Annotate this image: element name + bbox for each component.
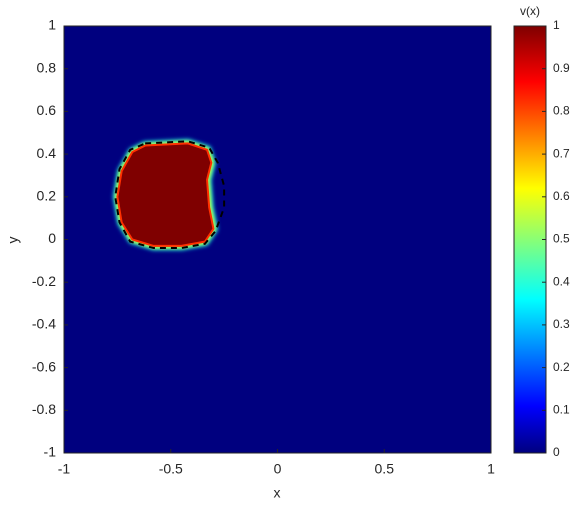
colorbar-tick-label: 0.1 xyxy=(553,402,570,416)
y-tick-label: -0.6 xyxy=(32,358,56,374)
y-tick-label: 0 xyxy=(48,230,56,246)
y-axis-label: y xyxy=(5,237,21,244)
x-tick-label: 0 xyxy=(274,461,282,477)
contour-line xyxy=(114,140,226,250)
x-tick-label: 1 xyxy=(487,461,495,477)
colorbar-tick-label: 0.7 xyxy=(553,146,570,160)
colorbar-tick-label: 0.2 xyxy=(553,360,570,374)
y-tick-label: -1 xyxy=(44,444,57,460)
x-tick-label: -1 xyxy=(58,461,71,477)
y-tick-label: -0.8 xyxy=(32,401,56,417)
y-tick-label: -0.2 xyxy=(32,273,56,289)
y-tick-label: 0.4 xyxy=(37,145,57,161)
region xyxy=(116,142,215,247)
colorbar-label: v(x) xyxy=(520,4,540,18)
colorbar-tick-label: 0.4 xyxy=(553,274,570,288)
x-tick-label: -0.5 xyxy=(159,461,183,477)
y-tick-label: 1 xyxy=(48,17,56,33)
y-tick-label: 0.2 xyxy=(37,188,57,204)
y-tick-label: 0.6 xyxy=(37,102,57,118)
colorbar-tick-label: 0.3 xyxy=(553,317,570,331)
colorbar-tick-label: 0.9 xyxy=(553,61,570,75)
colorbar xyxy=(513,25,547,454)
colorbar-tick-label: 0.5 xyxy=(553,232,570,246)
x-tick-label: 0.5 xyxy=(375,461,395,477)
y-tick-label: 0.8 xyxy=(37,59,57,75)
x-axis-label: x xyxy=(274,485,281,501)
y-tick-label: -0.4 xyxy=(32,316,56,332)
colorbar-tick-label: 0.8 xyxy=(553,104,570,118)
colorbar-tick-label: 0 xyxy=(553,445,560,459)
colorbar-tick-label: 1 xyxy=(553,18,560,32)
colorbar-tick-label: 0.6 xyxy=(553,189,570,203)
